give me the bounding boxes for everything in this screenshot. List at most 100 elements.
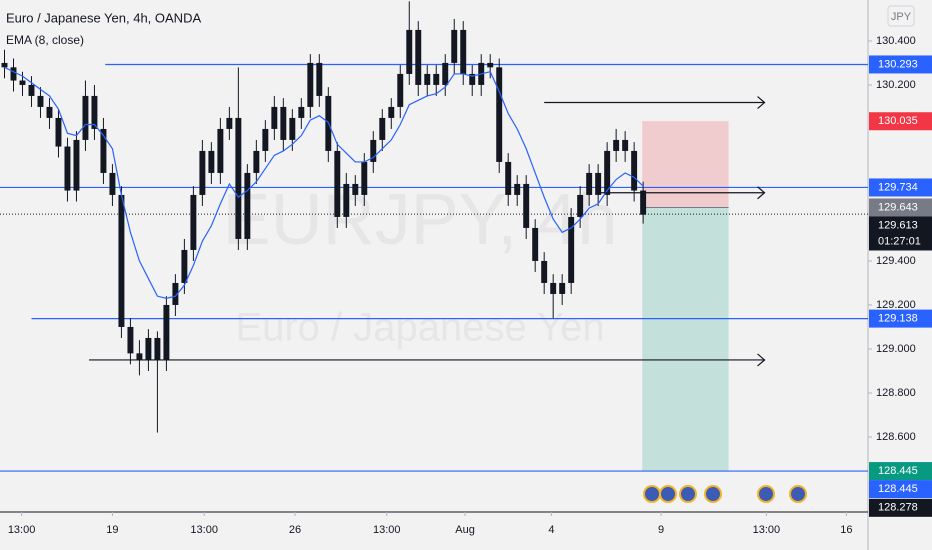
candle-body [442, 62, 449, 85]
candle-body [181, 249, 188, 283]
candle-body [532, 227, 539, 261]
candle-body [217, 128, 224, 173]
candle-body [388, 106, 395, 118]
candle-body [451, 29, 458, 63]
x-tick-label: 26 [289, 524, 301, 536]
event-icon [757, 485, 775, 503]
candle-body [1, 62, 8, 68]
event-icon [789, 485, 807, 503]
price-tag-label: 129.138 [878, 313, 918, 325]
event-icon [643, 485, 661, 503]
x-tick-label: 4 [548, 524, 554, 536]
target-zone [642, 207, 729, 472]
candle-body [199, 150, 206, 195]
candle-body [127, 326, 134, 354]
candle-body [100, 128, 107, 173]
candle-body [433, 73, 440, 85]
candle-body [91, 95, 98, 129]
candle-body [640, 190, 647, 215]
x-tick-label: 9 [658, 524, 664, 536]
candle-body [163, 304, 170, 360]
candle-body [406, 29, 413, 74]
candle-body [280, 106, 287, 140]
candle-body [316, 62, 323, 96]
candle-body [415, 29, 422, 85]
x-tick-label: 13:00 [373, 524, 401, 536]
candle-body [505, 161, 512, 195]
candle-body [289, 117, 296, 140]
candle-body [523, 183, 530, 228]
candle-body [10, 67, 17, 81]
candle-body [460, 29, 467, 74]
candle-body [226, 117, 233, 129]
watermark-symbol: EURJPY, 4h [223, 180, 618, 260]
candle-body [559, 282, 566, 294]
currency-box[interactable] [887, 5, 915, 27]
watermark-name: Euro / Japanese Yen [235, 306, 604, 350]
candle-body [469, 73, 476, 85]
candle-body [595, 172, 602, 195]
x-tick-label: 13:00 [753, 524, 781, 536]
candle-body [244, 172, 251, 239]
countdown: 01:27:01 [878, 235, 921, 247]
y-tick-label: 129.000 [876, 343, 916, 355]
price-tag [869, 198, 932, 217]
event-icon [704, 485, 722, 503]
candle-body [613, 139, 620, 151]
candle-body [307, 62, 314, 107]
candle-body [82, 95, 89, 140]
chart-title: Euro / Japanese Yen, 4h, OANDA [6, 10, 201, 25]
candle-body [172, 282, 179, 305]
candle-body [604, 150, 611, 195]
candle-body [298, 106, 305, 118]
candle-body [514, 183, 521, 195]
price-tag-label: 130.293 [878, 58, 918, 70]
candle-body [541, 260, 548, 283]
price-tag [869, 309, 932, 328]
candle-body [28, 84, 35, 96]
stop-zone [642, 121, 729, 208]
candle-body [19, 80, 26, 85]
y-tick-label: 130.200 [876, 79, 916, 91]
x-tick-label: 16 [840, 524, 852, 536]
candle-body [343, 183, 350, 217]
candle-body [190, 194, 197, 250]
arrow-head [757, 186, 766, 200]
candle-body [550, 282, 557, 294]
y-tick-label: 129.400 [876, 255, 916, 267]
price-tag [869, 216, 932, 251]
candle-body [136, 353, 143, 360]
candle-body [73, 139, 80, 191]
x-tick-label: Aug [455, 524, 475, 536]
candle-body [154, 337, 161, 360]
candle-body [253, 150, 260, 173]
indicator-label: EMA (8, close) [6, 33, 84, 47]
candle-body [622, 139, 629, 151]
price-tag [869, 55, 932, 74]
price-tag [869, 480, 932, 499]
arrow-head [757, 96, 766, 109]
candle-body [271, 106, 278, 129]
candle-body [379, 117, 386, 140]
candle-body [208, 150, 215, 173]
candle-body [334, 150, 341, 217]
y-tick-label: 130.400 [876, 35, 916, 47]
candle-body [262, 128, 269, 151]
candle-body [631, 150, 638, 191]
price-tag-label: 128.445 [878, 465, 918, 477]
candle-body [55, 117, 62, 147]
candle-body [577, 194, 584, 217]
x-tick-label: 13:00 [8, 524, 36, 536]
arrow-head [757, 353, 766, 367]
candle-body [64, 146, 71, 191]
candle-body [118, 194, 125, 327]
price-tag [869, 498, 932, 517]
price-tag-label: 129.613 [878, 219, 918, 231]
candle-body [235, 117, 242, 239]
currency[interactable]: JPY [891, 11, 912, 23]
event-icons [643, 485, 807, 503]
price-tag-label: 128.445 [878, 483, 918, 495]
candle-body [397, 73, 404, 107]
